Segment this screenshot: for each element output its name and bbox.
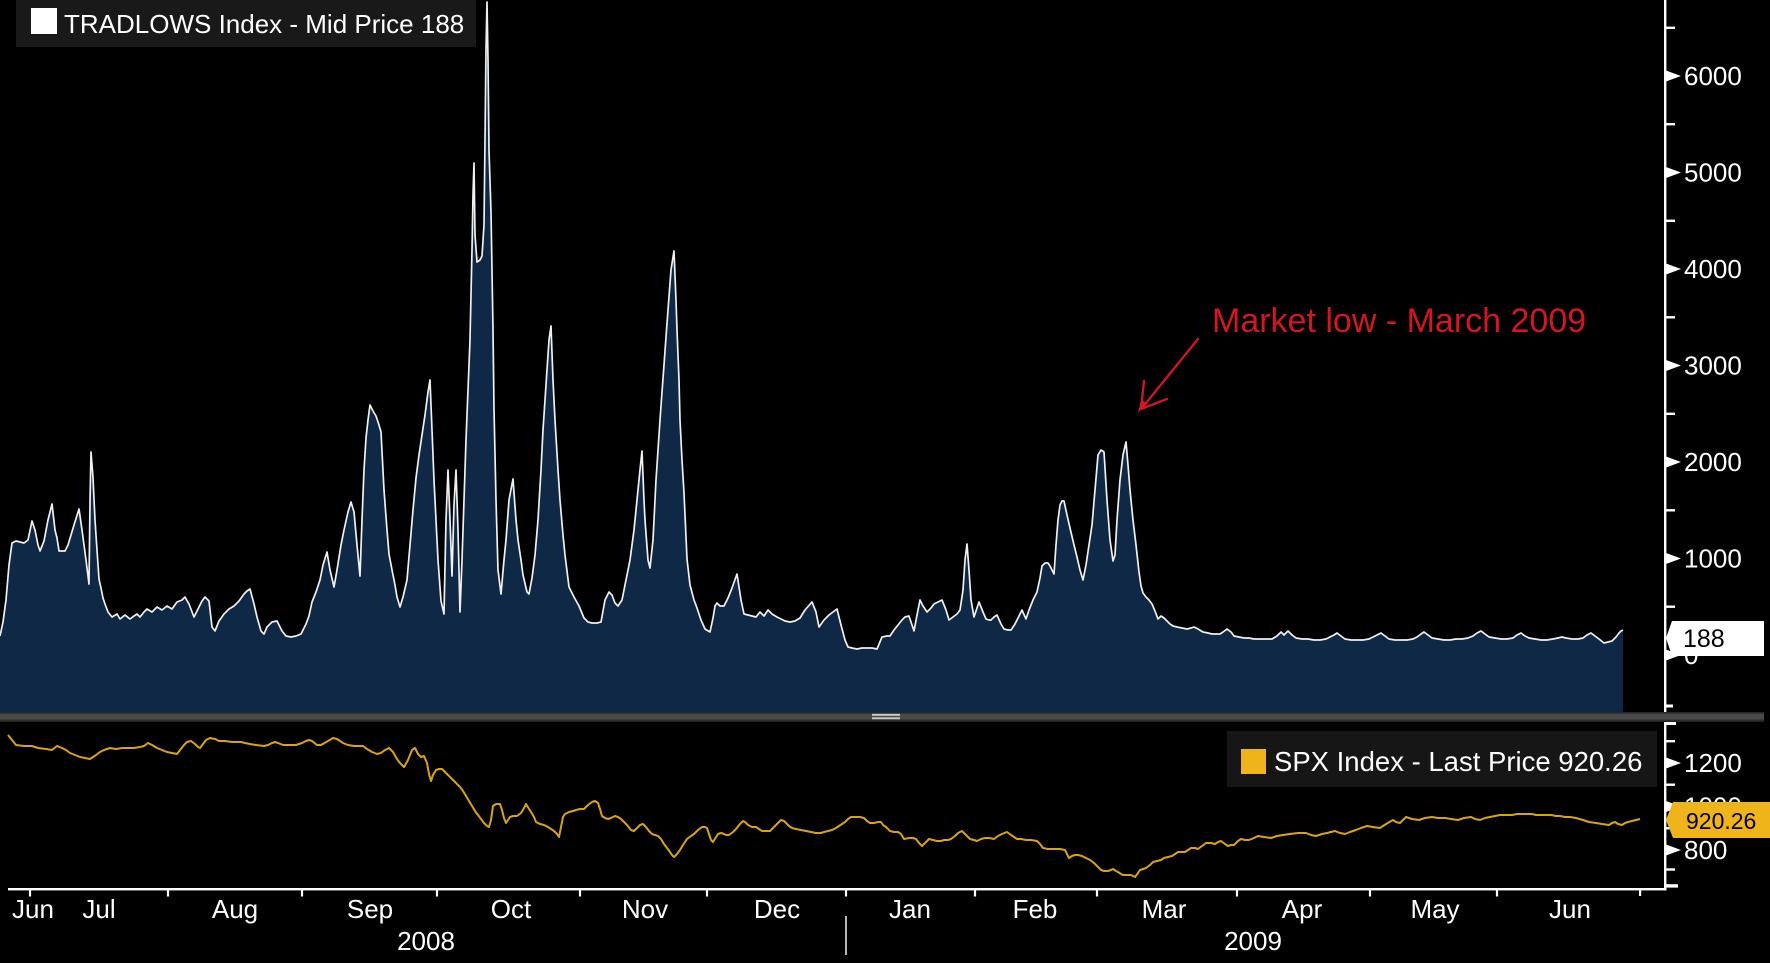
svg-text:800: 800 — [1684, 835, 1727, 865]
svg-text:3000: 3000 — [1684, 351, 1742, 381]
svg-text:TRADLOWS Index - Mid Price 188: TRADLOWS Index - Mid Price 188 — [64, 9, 464, 39]
svg-text:1200: 1200 — [1684, 748, 1742, 778]
svg-text:Jun: Jun — [12, 894, 54, 924]
svg-text:Dec: Dec — [754, 894, 800, 924]
svg-text:Feb: Feb — [1013, 894, 1058, 924]
svg-text:6000: 6000 — [1684, 61, 1742, 91]
svg-text:Nov: Nov — [622, 894, 668, 924]
svg-text:5000: 5000 — [1684, 158, 1742, 188]
svg-text:2008: 2008 — [397, 926, 455, 956]
svg-text:May: May — [1410, 894, 1459, 924]
svg-text:2009: 2009 — [1224, 926, 1282, 956]
svg-text:Apr: Apr — [1282, 894, 1323, 924]
svg-text:Mar: Mar — [1142, 894, 1187, 924]
svg-text:Market low - March 2009: Market low - March 2009 — [1212, 302, 1586, 340]
svg-text:Jul: Jul — [82, 894, 115, 924]
svg-text:Sep: Sep — [347, 894, 393, 924]
svg-text:920.26: 920.26 — [1686, 808, 1756, 834]
svg-text:2000: 2000 — [1684, 447, 1742, 477]
svg-text:SPX Index - Last Price 920.26: SPX Index - Last Price 920.26 — [1274, 746, 1642, 777]
svg-text:188: 188 — [1683, 625, 1725, 653]
svg-text:Jun: Jun — [1549, 894, 1591, 924]
svg-text:Jan: Jan — [889, 894, 931, 924]
svg-text:Oct: Oct — [491, 894, 532, 924]
svg-text:1000: 1000 — [1684, 544, 1742, 574]
svg-text:Aug: Aug — [212, 894, 258, 924]
svg-text:4000: 4000 — [1684, 254, 1742, 284]
